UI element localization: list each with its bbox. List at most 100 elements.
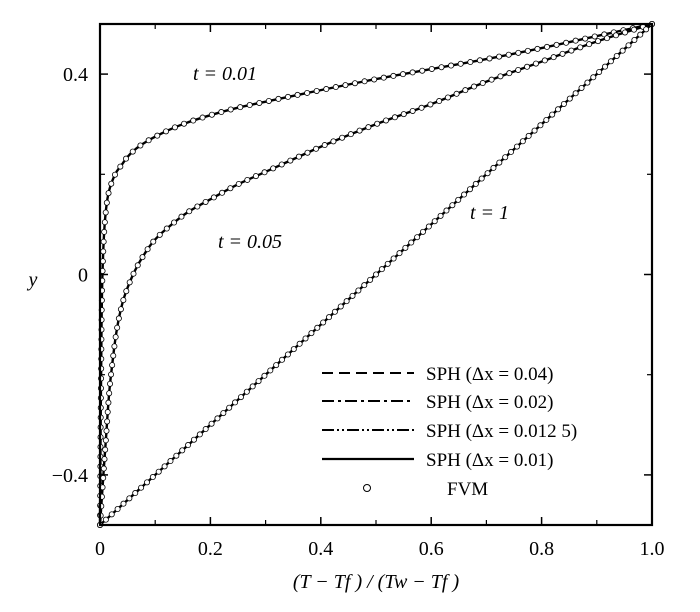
series-t-0-05-fvm-point	[462, 87, 469, 94]
series-t-0-05-fvm-point	[479, 80, 486, 87]
series-t-1-fvm-point	[161, 463, 168, 470]
legend-label-fvm: FVM	[447, 479, 488, 500]
series-t-1-fvm-point	[502, 154, 509, 161]
ticks-layer	[99, 24, 653, 525]
series-t-1-fvm-point	[296, 340, 303, 347]
series-t-1-fvm-point	[555, 106, 562, 113]
series-t-1-fvm-point	[343, 298, 350, 305]
series-t-0-05-fvm-point	[171, 219, 178, 226]
series-t-1-fvm-point	[461, 191, 468, 198]
series-t-1-fvm-point	[402, 244, 409, 251]
series-t-0-05-fvm-point	[321, 142, 328, 149]
y-tick-label: 0.4	[63, 64, 88, 86]
series-t-1-fvm-point	[549, 111, 556, 118]
series-t-0-05-fvm-point	[427, 101, 434, 108]
series-t-0-05-fvm-point	[471, 83, 478, 90]
series-t-0-05-fvm-point	[278, 161, 285, 168]
series-t-0-05-fvm-point	[202, 198, 209, 205]
series-t-0-05-fvm-point	[100, 474, 107, 481]
series-t-0-01-fvm-point	[101, 228, 108, 235]
series-t-0-05-fvm-point	[100, 465, 107, 472]
series-t-1-fvm-point	[455, 196, 462, 203]
series-t-1-fvm-point	[572, 90, 579, 97]
series-t-0-01-fvm-point	[294, 91, 301, 98]
series-t-0-01-fvm-point	[284, 93, 291, 100]
series-t-0-01-fvm-point	[108, 180, 115, 187]
series-t-0-05-fvm-point	[102, 437, 109, 444]
series-t-0-01-fvm-point	[208, 111, 215, 118]
series-t-0-05-fvm-point	[515, 66, 522, 73]
x-tick-label: 1.0	[640, 538, 665, 560]
series-t-0-01-fvm-point	[380, 74, 387, 81]
series-t-0-01-fvm-point	[342, 82, 349, 89]
series-t-0-05-fvm-point	[347, 131, 354, 138]
series-t-1-fvm-point	[378, 266, 385, 273]
series-t-0-05-fvm-point	[186, 208, 193, 215]
series-t-0-01-fvm-point	[543, 43, 550, 50]
series-t-1-fvm-point	[255, 378, 262, 385]
series-t-0-05-fvm-point	[194, 203, 201, 210]
series-t-0-05-fvm-point	[418, 104, 425, 111]
series-t-1-fvm-point	[326, 314, 333, 321]
series-t-1-fvm-point	[114, 506, 121, 513]
series-t-0-01-fvm-point	[154, 132, 161, 139]
series-t-0-01-fvm-point	[145, 137, 152, 144]
series-t-0-01-fvm-point	[105, 190, 112, 197]
series-t-0-05-fvm-point	[568, 47, 575, 54]
series-t-0-05-fvm-point	[541, 57, 548, 64]
legend-swatch-fvm	[363, 484, 371, 492]
series-t-0-05-fvm-point	[156, 231, 163, 238]
series-t-0-05-fvm-point	[577, 44, 584, 51]
series-t-0-01-fvm-point	[227, 106, 234, 113]
legend-label-dx-0-0125: SPH (Δx = 0.012 5)	[426, 421, 577, 442]
series-t-0-01-fvm-point	[448, 62, 455, 69]
series-t-0-05-fvm-point	[115, 315, 122, 322]
y-tick-label: −0.4	[52, 465, 88, 487]
x-tick-label: 0	[95, 538, 105, 560]
series-t-1-fvm-point	[355, 287, 362, 294]
series-t-0-05-fvm-point	[104, 418, 111, 425]
series-t-1-fvm-point	[249, 383, 256, 390]
series-t-1-fvm-point	[425, 223, 432, 230]
series-t-0-05-fvm-point	[110, 352, 117, 359]
series-t-1-fvm-point	[143, 479, 150, 486]
series-t-0-05-fvm-point	[586, 41, 593, 48]
x-tick-label: 0.8	[529, 538, 554, 560]
series-t-0-01-fvm-point	[100, 248, 107, 255]
series-t-1-fvm-point	[531, 127, 538, 134]
x-tick-label: 0.6	[419, 538, 444, 560]
series-t-0-01-fvm-point	[137, 142, 144, 149]
series-t-0-05-fvm-point	[287, 157, 294, 164]
series-t-1-fvm-point	[361, 282, 368, 289]
series-t-0-01-fvm-point	[190, 117, 197, 124]
series-t-1-fvm-point	[396, 250, 403, 257]
series-t-0-05-fvm-point	[126, 279, 133, 286]
series-t-0-01-fvm-point	[467, 59, 474, 66]
annotation-t-1: t = 1	[470, 202, 509, 224]
series-t-0-01-fvm-point	[332, 84, 339, 91]
series-t-0-01-fvm-point	[457, 60, 464, 67]
series-t-0-01-fvm-point	[390, 72, 397, 79]
series-t-0-05-fvm-point	[117, 306, 124, 313]
series-t-1-fvm-point	[637, 31, 644, 38]
series-t-0-05-fvm-point	[524, 63, 531, 70]
series-t-0-01-fvm-point	[265, 97, 272, 104]
series-t-1-fvm-point	[613, 52, 620, 59]
series-t-1-fvm-point	[508, 148, 515, 155]
series-t-1-fvm-point	[431, 218, 438, 225]
annotation-t-0-01: t = 0.01	[193, 63, 257, 85]
series-t-1-fvm-point	[349, 292, 356, 299]
series-t-0-05-fvm-point	[304, 149, 311, 156]
series-t-0-05-fvm-point	[123, 288, 130, 295]
series-t-0-05-fvm-point	[532, 60, 539, 67]
series-t-1-fvm-point	[331, 308, 338, 315]
series-t-0-05-fvm-point	[488, 76, 495, 83]
series-t-0-05-fvm-point	[109, 362, 116, 369]
series-t-1-fvm-point	[202, 426, 209, 433]
series-t-0-01-fvm-point	[117, 163, 124, 170]
series-t-1-fvm-point	[478, 175, 485, 182]
series-t-1-fvm-point	[267, 367, 274, 374]
series-t-0-05-fvm-point	[313, 145, 320, 152]
series-t-1-fvm-point	[408, 239, 415, 246]
series-t-1-fvm-point	[102, 516, 109, 523]
